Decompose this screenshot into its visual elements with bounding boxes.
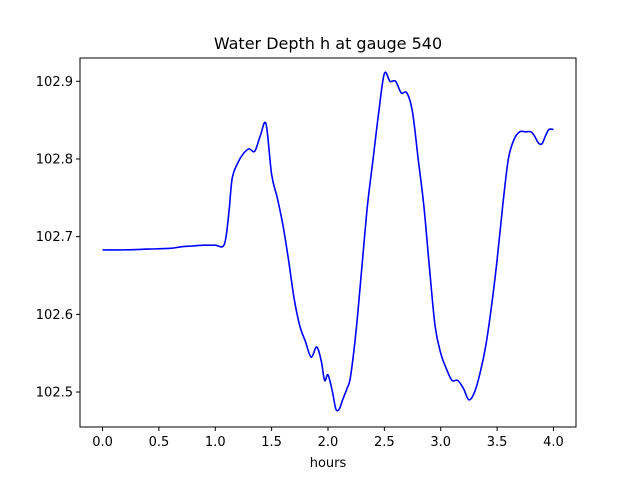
x-axis-label: hours [310, 456, 347, 471]
x-tick-label: 0.0 [92, 435, 113, 450]
x-tick-label: 3.5 [487, 435, 508, 450]
series-line-0 [102, 71, 554, 412]
y-tick-label: 102.5 [36, 386, 73, 401]
x-tick-label: 3.0 [430, 435, 451, 450]
x-tick-label: 2.0 [318, 435, 339, 450]
plot-area [102, 71, 554, 412]
x-tick-label: 2.5 [374, 435, 395, 450]
x-tick-label: 4.0 [543, 435, 564, 450]
x-tick-label: 0.5 [149, 435, 170, 450]
x-tick-label: 1.0 [205, 435, 226, 450]
axis-ticks: 0.0 0.5 1.0 1.5 2.0 2.5 3.0 3.5 4.0 102.5 102.6 102… [36, 75, 564, 450]
y-tick-label: 102.8 [36, 152, 73, 167]
x-tick-label: 1.5 [261, 435, 282, 450]
chart-title: Water Depth h at gauge 540 [214, 34, 442, 53]
y-tick-label: 102.6 [36, 308, 73, 323]
y-tick-label: 102.7 [36, 230, 73, 245]
axes-frame [79, 57, 577, 428]
y-tick-label: 102.9 [36, 75, 73, 90]
